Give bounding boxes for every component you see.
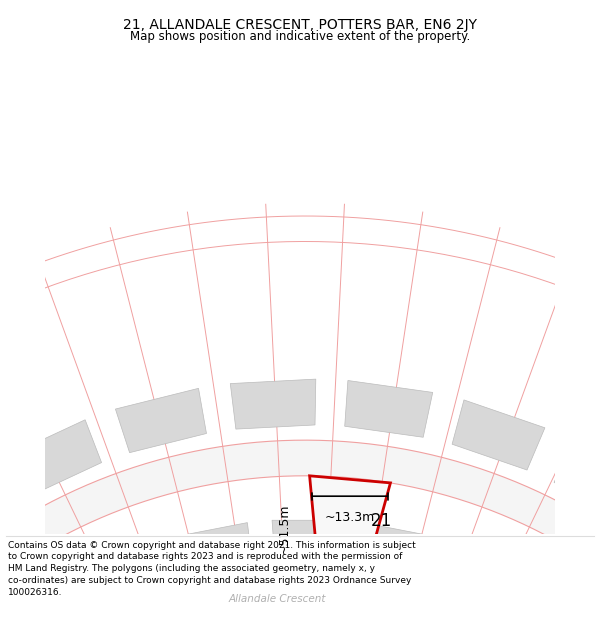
Polygon shape <box>230 379 316 429</box>
Text: 21, ALLANDALE CRESCENT, POTTERS BAR, EN6 2JY: 21, ALLANDALE CRESCENT, POTTERS BAR, EN6… <box>123 18 477 31</box>
Polygon shape <box>0 440 600 625</box>
Polygon shape <box>554 441 600 522</box>
Polygon shape <box>512 579 590 625</box>
Text: Contains OS data © Crown copyright and database right 2021. This information is : Contains OS data © Crown copyright and d… <box>8 541 416 597</box>
Polygon shape <box>182 522 253 579</box>
Polygon shape <box>272 520 338 566</box>
Polygon shape <box>8 420 101 496</box>
Polygon shape <box>0 581 600 625</box>
Polygon shape <box>20 579 98 625</box>
Text: 21: 21 <box>371 512 392 531</box>
Text: ~51.5m: ~51.5m <box>277 504 290 554</box>
Polygon shape <box>345 381 433 438</box>
Polygon shape <box>357 522 428 579</box>
Polygon shape <box>97 542 173 608</box>
Polygon shape <box>0 472 4 558</box>
Polygon shape <box>437 542 513 608</box>
Text: Allandale Crescent: Allandale Crescent <box>229 594 326 604</box>
Polygon shape <box>452 400 545 470</box>
Polygon shape <box>310 476 391 586</box>
Polygon shape <box>115 388 206 452</box>
Text: ~13.3m: ~13.3m <box>325 511 375 524</box>
Text: Map shows position and indicative extent of the property.: Map shows position and indicative extent… <box>130 30 470 43</box>
